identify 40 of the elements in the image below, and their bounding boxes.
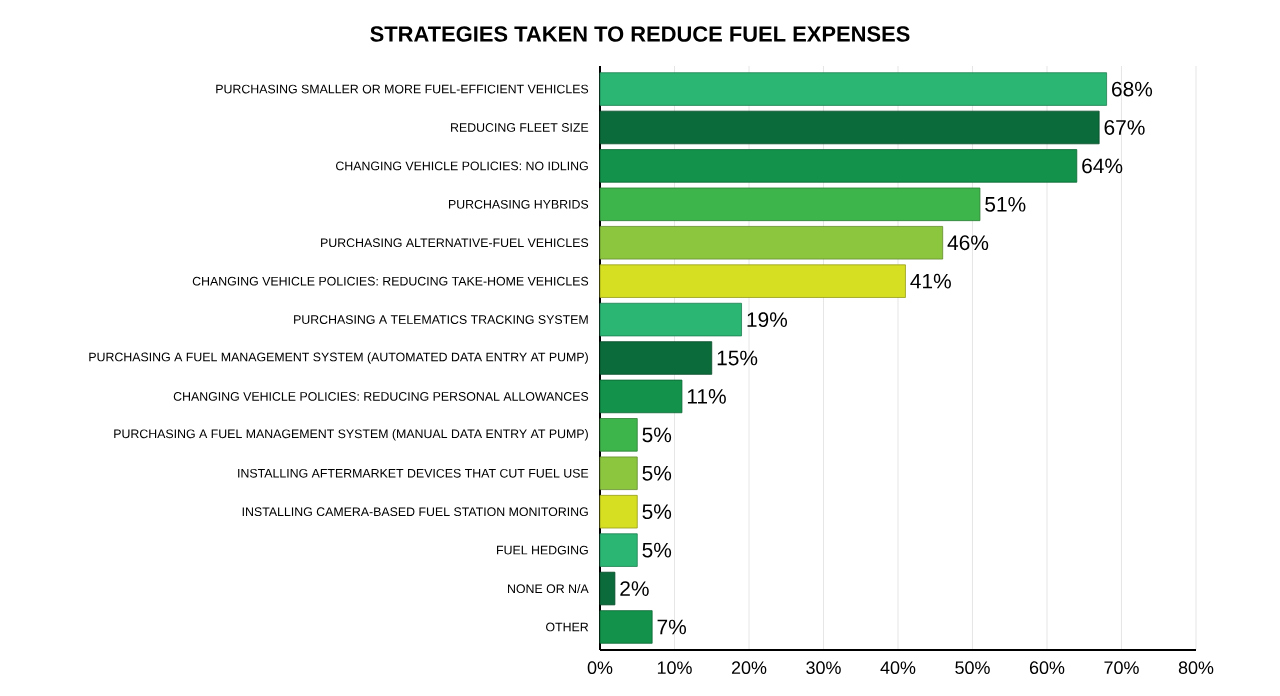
x-tick-label: 80%	[1178, 661, 1214, 675]
bar	[599, 149, 1078, 183]
data-label: 5%	[642, 504, 672, 520]
bar	[599, 610, 653, 644]
data-label: 2%	[620, 581, 649, 596]
data-label: 5%	[642, 427, 672, 443]
data-label: 68%	[1112, 81, 1153, 97]
data-label: 15%	[717, 350, 758, 366]
bar	[599, 571, 616, 606]
bar	[599, 456, 638, 490]
bar	[599, 302, 742, 337]
data-label: 64%	[1082, 158, 1123, 174]
x-tick-label: 0%	[587, 661, 613, 675]
data-label: 19%	[747, 312, 788, 327]
x-tick-label: 70%	[1104, 661, 1139, 675]
x-tick-label: 10%	[657, 661, 692, 675]
bar	[599, 494, 638, 529]
bar	[599, 341, 713, 375]
x-tick-label: 20%	[731, 661, 767, 675]
x-tick-label: 30%	[806, 661, 841, 675]
bar	[599, 72, 1107, 106]
x-tick-label: 50%	[955, 661, 990, 675]
x-tick-label: 60%	[1029, 661, 1065, 675]
data-label: 5%	[642, 542, 672, 558]
data-label: 51%	[985, 196, 1026, 212]
data-label: 11%	[687, 389, 726, 404]
bar	[599, 418, 638, 452]
data-label: 7%	[657, 619, 687, 635]
data-label: 67%	[1104, 120, 1145, 135]
data-label: 41%	[910, 273, 951, 289]
data-label: 46%	[947, 235, 989, 251]
bar	[599, 533, 638, 567]
bar	[599, 379, 683, 414]
x-tick-label: 40%	[880, 661, 916, 675]
data-label: 5%	[642, 465, 672, 481]
bar	[599, 264, 906, 298]
bar	[599, 187, 981, 222]
chart-title: STRATEGIES TAKEN TO REDUCE FUEL EXPENSES	[370, 26, 910, 42]
bar	[599, 110, 1100, 145]
bar	[599, 226, 944, 260]
